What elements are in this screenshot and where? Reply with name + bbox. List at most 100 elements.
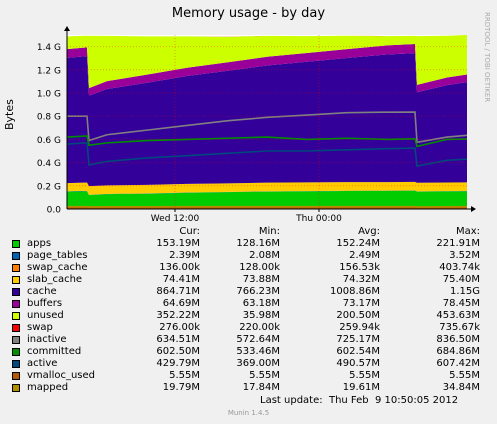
legend-row-mapped: mapped 19.79M 17.84M 19.61M 34.84M [0, 382, 497, 394]
legend-swatch [12, 312, 20, 320]
legend-swatch [12, 324, 20, 332]
legend-cur: 634.51M [156, 334, 200, 345]
legend-name: page_tables [27, 250, 88, 261]
stacked-areas [67, 35, 467, 209]
legend-cur: 19.79M [162, 382, 200, 393]
header-avg: Avg: [358, 226, 380, 237]
legend-max: 1.15G [449, 286, 480, 297]
legend-swatch [12, 240, 20, 248]
legend-name: unused [27, 310, 64, 321]
legend-avg: 1008.86M [330, 286, 380, 297]
header-cur: Cur: [179, 226, 200, 237]
legend-row-cache: cache 864.71M 766.23M 1008.86M 1.15G [0, 286, 497, 298]
area-apps [67, 190, 467, 209]
line-committed [66, 135, 468, 148]
legend-name: cache [27, 286, 57, 297]
y-axis-arrow [64, 26, 70, 31]
legend-row-swap: swap 276.00k 220.00k 259.94k 735.67k [0, 322, 497, 334]
legend-cur: 64.69M [162, 298, 200, 309]
area-cache [67, 53, 467, 187]
legend-max: 735.67k [439, 322, 480, 333]
legend-min: 766.23M [236, 286, 280, 297]
legend-min: 533.46M [236, 346, 280, 357]
legend-max: 78.45M [442, 298, 480, 309]
y-tick-label: 0.2 G [37, 182, 61, 192]
legend-avg: 19.61M [342, 382, 380, 393]
legend-max: 5.55M [449, 370, 480, 381]
y-tick-label: 0.8 G [37, 113, 61, 123]
legend-swatch [12, 288, 20, 296]
header-max: Max: [455, 226, 480, 237]
legend-swatch [12, 252, 20, 260]
legend-cur: 2.39M [169, 250, 200, 261]
legend-max: 3.52M [449, 250, 480, 261]
rrdtool-credit: RRDTOOL / TOBI OETIKER [483, 12, 491, 103]
legend-max: 607.42M [436, 358, 480, 369]
legend-max: 403.74k [439, 262, 480, 273]
legend-min: 369.00M [236, 358, 280, 369]
legend-avg: 5.55M [349, 370, 380, 381]
legend-max: 836.50M [436, 334, 480, 345]
legend-max: 453.63M [436, 310, 480, 321]
grid-lines [67, 35, 467, 209]
legend-cur: 5.55M [169, 370, 200, 381]
line-active [66, 142, 468, 168]
axes: 0.0 0.2 G 0.4 G 0.6 G 0.8 G 1.0 G 1.2 G 1.4 G We… [37, 26, 476, 224]
legend-min: 220.00k [239, 322, 280, 333]
area-slab-cache [67, 181, 467, 195]
legend-row-page-tables: page_tables 2.39M 2.08M 2.49M 3.52M [0, 250, 497, 262]
legend-max: 221.91M [436, 238, 480, 249]
legend-cur: 602.50M [156, 346, 200, 357]
legend-name: swap [27, 322, 53, 333]
legend-name: active [27, 358, 58, 369]
legend-avg: 490.57M [336, 358, 380, 369]
last-update: Last update: Thu Feb 9 10:50:05 2012 [260, 395, 459, 406]
legend-min: 63.18M [242, 298, 280, 309]
legend-min: 35.98M [242, 310, 280, 321]
legend-cur: 864.71M [156, 286, 200, 297]
legend-row-committed: committed 602.50M 533.46M 602.54M 684.86M [0, 346, 497, 358]
legend-swatch [12, 384, 20, 392]
legend-swatch [12, 360, 20, 368]
legend-cur: 153.19M [156, 238, 200, 249]
legend-avg: 200.50M [336, 310, 380, 321]
legend-avg: 2.49M [349, 250, 380, 261]
area-unused [67, 35, 467, 89]
y-tick-label: 0.0 [47, 206, 62, 216]
legend-row-swap-cache: swap_cache 136.00k 128.00k 156.53k 403.74k [0, 262, 497, 274]
legend-row-slab-cache: slab_cache 74.41M 73.88M 74.32M 75.40M [0, 274, 497, 286]
legend-min: 2.08M [249, 250, 280, 261]
y-tick-label: 1.2 G [37, 66, 61, 76]
legend-swatch [12, 276, 20, 284]
legend-cur: 136.00k [159, 262, 200, 273]
y-tick-label: 0.4 G [37, 159, 61, 169]
line-series [66, 111, 468, 210]
munin-version: Munin 1.4.5 [227, 409, 270, 417]
legend-swatch [12, 372, 20, 380]
legend-max: 34.84M [442, 382, 480, 393]
legend-name: swap_cache [27, 262, 88, 273]
x-tick-label: Wed 12:00 [151, 214, 200, 224]
legend-row-vmalloc-used: vmalloc_used 5.55M 5.55M 5.55M 5.55M [0, 370, 497, 382]
legend-name: mapped [27, 382, 69, 393]
legend-avg: 74.32M [342, 274, 380, 285]
legend-avg: 156.53k [339, 262, 380, 273]
legend-swatch [12, 336, 20, 344]
legend-cur: 352.22M [156, 310, 200, 321]
legend-avg: 152.24M [336, 238, 380, 249]
legend-row-unused: unused 352.22M 35.98M 200.50M 453.63M [0, 310, 497, 322]
legend-swatch [12, 300, 20, 308]
legend-row-active: active 429.79M 369.00M 490.57M 607.42M [0, 358, 497, 370]
legend-name: apps [27, 238, 52, 249]
legend-min: 128.16M [236, 238, 280, 249]
legend-swatch [12, 264, 20, 272]
legend-min: 73.88M [242, 274, 280, 285]
legend-min: 572.64M [236, 334, 280, 345]
legend-avg: 73.17M [342, 298, 380, 309]
legend-min: 17.84M [242, 382, 280, 393]
legend-name: buffers [27, 298, 63, 309]
legend-cur: 74.41M [162, 274, 200, 285]
y-tick-label: 1.0 G [37, 90, 61, 100]
legend-cur: 429.79M [156, 358, 200, 369]
y-tick-label: 0.6 G [37, 136, 61, 146]
